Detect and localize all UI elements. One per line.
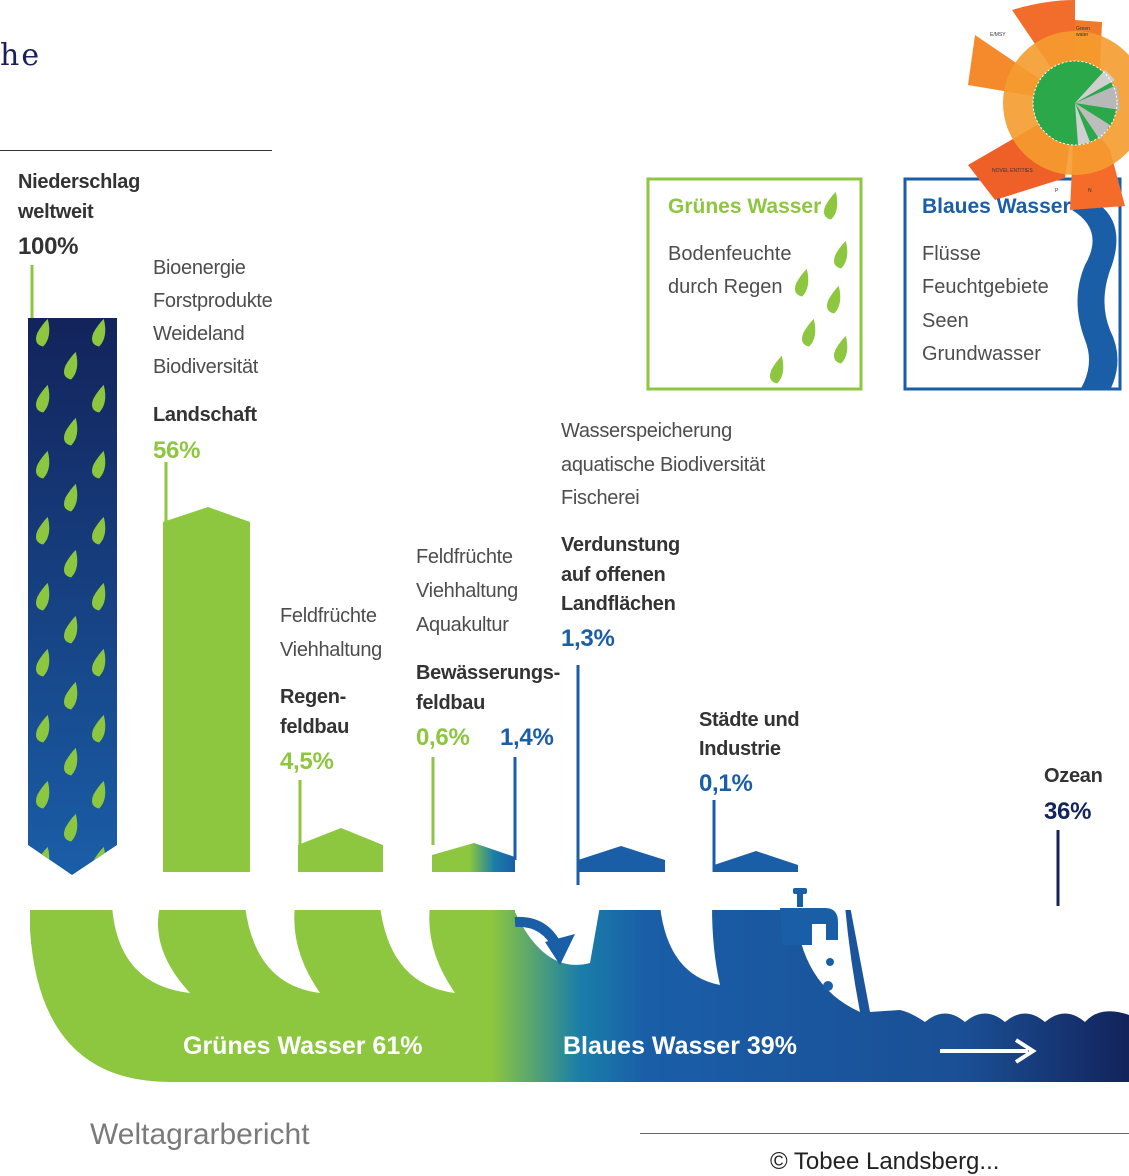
niederschlag-label: Niederschlag xyxy=(18,171,141,193)
raindrop-icon xyxy=(63,417,78,446)
regenfeldbau-column xyxy=(298,828,383,872)
bewaesserung-use: Feldfrüchte xyxy=(416,546,513,568)
bewaesserung-use: Aquakultur xyxy=(416,614,509,636)
landschaft-column xyxy=(163,507,250,872)
bewaesserung-value-green: 0,6% xyxy=(416,724,470,751)
raindrop-icon xyxy=(826,285,841,314)
raindrop-icon xyxy=(35,384,50,413)
footer-credit: © Tobee Landsberg... xyxy=(770,1148,1000,1175)
raindrop-icon xyxy=(63,549,78,578)
raindrop-icon xyxy=(91,648,106,677)
green-box-line: Bodenfeuchte xyxy=(668,243,792,265)
green-box-title: Grünes Wasser xyxy=(668,195,822,218)
raindrop-icon xyxy=(35,318,50,347)
raindrop-icon xyxy=(63,747,78,776)
raindrop-icon xyxy=(91,582,106,611)
raindrop-icon xyxy=(91,384,106,413)
raindrop-icon xyxy=(35,582,50,611)
raindrop-icon xyxy=(63,681,78,710)
inset-label-emsy: E/MSY xyxy=(990,32,1006,38)
ozean-value: 36% xyxy=(1044,798,1092,825)
ocean-arrow-icon xyxy=(940,1038,1037,1064)
landschaft-use: Weideland xyxy=(153,323,245,345)
staedte-value: 0,1% xyxy=(699,770,753,797)
footer-source: Weltagrarbericht xyxy=(90,1118,310,1151)
raindrop-icon xyxy=(801,318,816,347)
raindrop-icon xyxy=(91,516,106,545)
verdunstung-value: 1,3% xyxy=(561,625,615,652)
blue-box-line: Feuchtgebiete xyxy=(922,276,1049,298)
planetary-boundaries-inset xyxy=(968,0,1129,210)
regenfeldbau-use: Feldfrüchte xyxy=(280,605,377,627)
raindrop-icon xyxy=(91,714,106,743)
raindrop-icon xyxy=(769,355,784,384)
bewaesserung-label: Bewässerungs- xyxy=(416,662,560,684)
green-water-total: Grünes Wasser 61% xyxy=(183,1032,423,1060)
regenfeldbau-label: feldbau xyxy=(280,716,350,738)
verdunstung-use: Fischerei xyxy=(561,487,640,509)
ozean-label: Ozean xyxy=(1044,765,1103,787)
raindrop-icon xyxy=(91,780,106,809)
raindrop-icon xyxy=(35,450,50,479)
footer-divider xyxy=(640,1133,1129,1134)
raindrop-icon xyxy=(35,516,50,545)
verdunstung-label: auf offenen xyxy=(561,564,666,586)
blue-box-line: Seen xyxy=(922,310,969,332)
inset-label-green-water: Green water xyxy=(1076,26,1090,38)
raindrop-icon xyxy=(35,648,50,677)
raindrop-icon xyxy=(63,615,78,644)
blue-box-line: Flüsse xyxy=(922,243,981,265)
raindrop-icon xyxy=(63,351,78,380)
blue-water-total: Blaues Wasser 39% xyxy=(563,1032,797,1060)
niederschlag-label: weltweit xyxy=(18,201,94,223)
bewaesserung-value-blue: 1,4% xyxy=(500,724,554,751)
raindrop-icon xyxy=(35,714,50,743)
landschaft-use: Forstprodukte xyxy=(153,290,273,312)
staedte-label: Städte und xyxy=(699,709,800,731)
landschaft-label: Landschaft xyxy=(153,404,257,426)
verdunstung-use: Wasserspeicherung xyxy=(561,420,732,442)
regenfeldbau-value: 4,5% xyxy=(280,748,334,775)
raindrop-icon xyxy=(35,780,50,809)
verdunstung-use: aquatische Biodiversität xyxy=(561,454,766,476)
blue-box-title: Blaues Wasser xyxy=(922,195,1071,218)
landschaft-value: 56% xyxy=(153,437,201,464)
bewaesserung-column xyxy=(432,843,515,872)
landschaft-use: Biodiversität xyxy=(153,356,259,378)
inset-label-n: N xyxy=(1088,188,1092,194)
inset-label-p: P xyxy=(1055,188,1059,194)
raindrop-icon xyxy=(823,191,838,220)
river-icon xyxy=(1072,205,1118,390)
verdunstung-label: Landflächen xyxy=(561,593,676,615)
title-underline xyxy=(0,150,272,151)
verdunstung-column xyxy=(578,846,665,872)
blue-box-line: Grundwasser xyxy=(922,343,1041,365)
green-box-line: durch Regen xyxy=(668,276,783,298)
flow-band xyxy=(30,910,1129,1082)
green-drop-icon xyxy=(769,191,848,384)
raindrop-icon xyxy=(91,450,106,479)
niederschlag-value: 100% xyxy=(18,233,79,260)
flow-bites xyxy=(112,906,1129,1022)
raindrop-icon xyxy=(833,335,848,364)
bewaesserung-label: feldbau xyxy=(416,692,486,714)
raindrop-icon xyxy=(794,268,809,297)
verdunstung-label: Verdunstung xyxy=(561,534,680,556)
raindrop-icon xyxy=(63,483,78,512)
raindrop-icon xyxy=(63,813,78,842)
regenfeldbau-use: Viehhaltung xyxy=(280,639,382,661)
faucet-icon xyxy=(780,888,838,991)
green-water-box xyxy=(646,177,863,391)
regenfeldbau-label: Regen- xyxy=(280,686,346,708)
bewaesserung-use: Viehhaltung xyxy=(416,580,518,602)
raindrop-icon xyxy=(91,318,106,347)
title-fragment: he xyxy=(0,38,42,73)
inset-label-novel-entities: NOVEL ENTITIES xyxy=(992,168,1033,174)
staedte-label: Industrie xyxy=(699,738,781,760)
landschaft-use: Bioenergie xyxy=(153,257,246,279)
raindrop-icon xyxy=(833,240,848,269)
staedte-column xyxy=(714,851,798,872)
